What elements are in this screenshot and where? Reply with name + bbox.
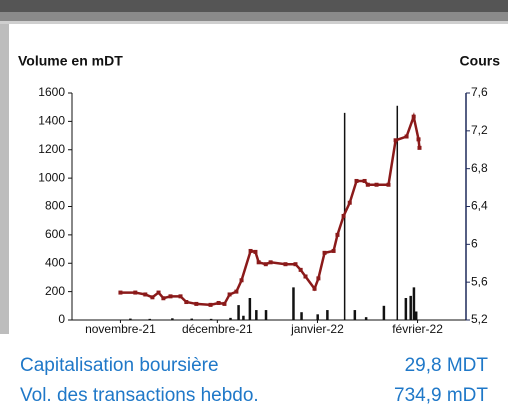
- price-marker: [256, 260, 261, 265]
- y-tick-label: 400: [45, 255, 65, 269]
- y-tick-label: 1600: [38, 85, 65, 99]
- y-tick-label: 1400: [38, 114, 65, 128]
- footer-label: Capitalisation boursière: [20, 355, 219, 376]
- price-marker: [293, 262, 298, 267]
- y-tick-label: 1200: [38, 142, 65, 156]
- price-marker: [331, 248, 336, 253]
- price-marker: [208, 302, 213, 307]
- price-marker: [222, 301, 227, 306]
- top-band: [0, 12, 508, 21]
- price-marker: [268, 260, 273, 265]
- footer-value: 29,8 MDT: [405, 355, 489, 376]
- volume-bar: [171, 318, 174, 320]
- volume-bar: [382, 305, 386, 320]
- x-tick-label: février-22: [392, 322, 443, 336]
- top-edge: [0, 21, 508, 24]
- price-marker: [178, 294, 183, 299]
- price-marker: [239, 278, 244, 283]
- y2-tick-label: 6,8: [471, 161, 488, 175]
- price-marker: [393, 138, 398, 143]
- price-marker: [386, 182, 391, 187]
- price-marker: [184, 300, 189, 305]
- y2-tick-label: 5,6: [471, 274, 488, 288]
- y2-tick-label: 7,6: [471, 85, 488, 99]
- volume-bar: [209, 318, 213, 320]
- price-marker: [303, 274, 308, 279]
- volume-bar: [353, 310, 357, 320]
- y-tick-label: 600: [45, 227, 65, 241]
- volume-bar: [396, 105, 399, 320]
- y-tick-label: 200: [45, 284, 65, 298]
- price-marker: [156, 290, 161, 295]
- price-marker: [335, 232, 340, 237]
- volume-bar: [129, 318, 132, 320]
- price-marker: [417, 145, 422, 150]
- price-marker: [312, 286, 317, 291]
- price-marker: [341, 213, 346, 218]
- price-marker: [143, 292, 148, 297]
- y2-tick-label: 6: [471, 237, 478, 251]
- price-marker: [365, 182, 370, 187]
- price-marker: [234, 289, 239, 294]
- price-marker: [316, 276, 321, 281]
- price-marker: [411, 114, 416, 119]
- volume-bar: [414, 311, 418, 320]
- x-tick-label: novembre-21: [85, 322, 156, 336]
- volume-bar: [264, 310, 268, 320]
- footer-value: 734,9 mDT: [394, 385, 488, 406]
- price-marker: [133, 290, 138, 295]
- y-axis-title: Volume en mDT: [18, 53, 123, 69]
- volume-bar: [326, 310, 329, 320]
- price-marker: [118, 290, 123, 295]
- price-line: [120, 112, 421, 307]
- price-marker: [404, 134, 409, 139]
- y2-tick-label: 5,2: [471, 312, 488, 326]
- volume-bar: [404, 298, 408, 320]
- price-marker: [253, 249, 258, 254]
- price-marker: [283, 262, 288, 267]
- volume-bar: [190, 318, 193, 320]
- price-marker: [248, 248, 253, 253]
- volume-bar: [237, 305, 240, 320]
- y-tick-label: 800: [45, 199, 65, 213]
- volume-bar: [255, 310, 258, 320]
- volume-bar: [248, 298, 252, 320]
- price-marker: [322, 250, 327, 255]
- price-marker: [354, 178, 359, 183]
- price-marker: [150, 295, 155, 300]
- footer-label: Vol. des transactions hebdo.: [20, 385, 259, 406]
- volume-bar: [229, 317, 232, 320]
- price-marker: [161, 296, 166, 301]
- left-strip: [0, 24, 9, 334]
- price-marker: [416, 137, 421, 142]
- price-marker: [216, 300, 221, 305]
- price-marker: [374, 182, 379, 187]
- price-marker: [227, 292, 232, 297]
- volume-bar: [148, 318, 152, 320]
- y-tick-label: 0: [58, 312, 65, 326]
- x-tick-label: janvier-22: [290, 322, 344, 336]
- x-tick-label: décembre-21: [182, 322, 253, 336]
- volume-bar: [292, 287, 295, 320]
- y2-tick-label: 6,4: [471, 199, 488, 213]
- price-marker: [362, 178, 367, 183]
- volume-bar: [412, 287, 416, 320]
- price-marker: [347, 200, 352, 205]
- y-tick-label: 1000: [38, 170, 65, 184]
- price-marker: [298, 267, 303, 272]
- price-marker: [168, 294, 173, 299]
- volume-bar: [242, 315, 245, 320]
- y2-tick-label: 7,2: [471, 123, 488, 137]
- volume-bar: [300, 312, 303, 320]
- top-bar: [0, 0, 508, 12]
- volume-bar: [364, 317, 368, 320]
- volume-bar: [409, 295, 412, 320]
- volume-bar: [316, 314, 319, 320]
- price-marker: [263, 262, 268, 267]
- price-marker: [194, 301, 199, 306]
- y2-axis-title: Cours: [460, 53, 501, 69]
